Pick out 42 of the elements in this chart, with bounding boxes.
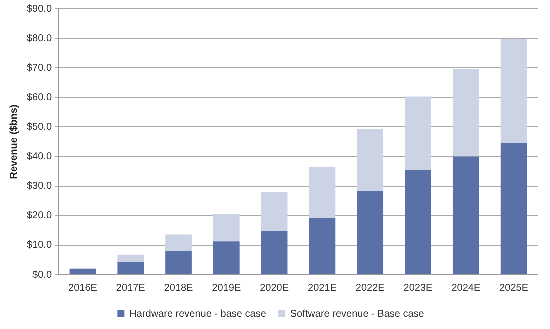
x-tick-label: 2025E	[500, 282, 529, 294]
bar	[309, 167, 336, 218]
y-tick-label: $70.0	[26, 62, 52, 74]
x-tick-label: 2016E	[68, 282, 98, 294]
x-tick-label: 2019E	[212, 282, 242, 294]
bar	[500, 143, 528, 274]
x-tick-label: 2023E	[404, 282, 434, 294]
x-tick-label: 2021E	[308, 282, 338, 294]
bar	[261, 231, 288, 274]
x-tick-label: 2017E	[116, 282, 146, 294]
bar	[405, 170, 432, 274]
y-tick-label: $40.0	[26, 152, 52, 163]
bar	[213, 214, 240, 242]
y-tick-label: $30.0	[26, 181, 52, 192]
bar	[500, 39, 528, 144]
bar	[309, 218, 336, 274]
bar	[213, 242, 240, 274]
bar	[452, 69, 480, 157]
bar	[166, 251, 192, 274]
legend-label: Software revenue - Base case	[290, 308, 425, 320]
y-tick-label: $0.0	[32, 270, 52, 281]
bar	[405, 96, 432, 170]
y-tick-label: $20.0	[26, 210, 52, 222]
x-tick-label: 2022E	[356, 282, 386, 294]
legend-label: Hardware revenue - base case	[130, 308, 267, 320]
x-tick-label: 2018E	[164, 282, 194, 294]
y-tick-label: $10.0	[26, 240, 52, 252]
y-tick-label: $60.0	[26, 92, 52, 104]
bar	[166, 234, 192, 252]
y-tick-label: $80.0	[26, 33, 52, 44]
y-tick-label: $90.0	[26, 4, 52, 15]
bar	[118, 254, 144, 262]
y-axis-title: Revenue ($bns)	[8, 104, 20, 180]
y-tick-label: $50.0	[26, 122, 52, 133]
x-tick-label: 2020E	[260, 282, 290, 294]
bar	[357, 129, 384, 192]
bar	[452, 156, 480, 274]
bar	[118, 262, 144, 274]
bar	[70, 269, 96, 274]
x-tick-label: 2024E	[452, 282, 481, 294]
bar	[261, 192, 288, 232]
bar	[357, 191, 384, 274]
